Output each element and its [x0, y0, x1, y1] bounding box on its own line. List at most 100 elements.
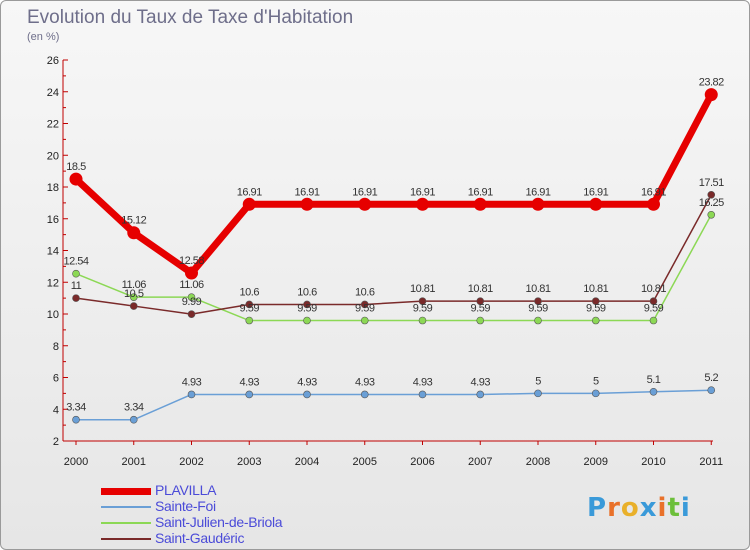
data-point: [476, 297, 485, 305]
data-point: [187, 310, 196, 318]
data-point: [69, 172, 83, 186]
data-label: 4.93: [182, 376, 202, 388]
data-point: [534, 316, 542, 325]
data-label: 5.2: [704, 372, 718, 384]
y-tick-label: 24: [47, 87, 59, 99]
x-tick-label: 2000: [64, 456, 88, 468]
x-tick-label: 2001: [122, 456, 146, 468]
y-tick-label: 26: [47, 55, 59, 67]
y-tick-label: 2: [53, 436, 59, 448]
x-tick-label: 2003: [237, 456, 261, 468]
data-label: 16.91: [410, 186, 435, 198]
data-point: [649, 297, 658, 305]
y-tick-label: 16: [47, 214, 59, 226]
x-tick-label: 2009: [584, 456, 608, 468]
data-label: 15.12: [121, 215, 146, 227]
data-label: 4.93: [240, 376, 260, 388]
data-point: [476, 390, 485, 399]
data-label: 11: [71, 280, 82, 292]
data-point: [127, 226, 141, 240]
data-label: 23.82: [699, 77, 724, 89]
data-point: [245, 316, 254, 325]
data-label: 5.1: [647, 374, 661, 386]
legend-item: Saint-Gaudéric: [101, 530, 361, 547]
chart-title: Evolution du Taux de Taxe d'Habitation: [27, 7, 354, 28]
data-point: [72, 269, 80, 278]
x-tick-label: 2008: [526, 456, 550, 468]
data-label: 4.93: [297, 376, 317, 388]
y-tick-label: 18: [47, 182, 59, 194]
data-point: [647, 197, 660, 211]
legend-swatch: [101, 522, 151, 524]
series-saint-gaud-ric: [72, 190, 716, 318]
data-label: 16.91: [583, 186, 608, 198]
data-point: [591, 297, 600, 305]
data-point: [534, 389, 542, 398]
y-tick-label: 4: [53, 404, 59, 416]
data-label: 11.06: [179, 279, 204, 291]
x-tick-label: 2004: [295, 456, 319, 468]
logo-letter: x: [639, 493, 658, 523]
data-point: [649, 387, 658, 396]
data-label: 16.91: [352, 186, 377, 198]
data-point: [649, 316, 658, 325]
legend-label: Sainte-Foi: [155, 498, 216, 514]
series-saint-julien-de-briola: [72, 210, 716, 325]
logo-letter: i: [657, 493, 668, 523]
legend-label: PLAVILLA: [155, 482, 217, 498]
data-point: [72, 415, 80, 424]
data-label: 5: [535, 375, 541, 387]
data-label: 10.6: [355, 286, 375, 298]
data-label: 16.91: [237, 186, 262, 198]
data-point: [360, 316, 369, 325]
data-label: 10.81: [583, 283, 608, 295]
legend-label: Saint-Gaudéric: [155, 530, 245, 546]
data-label: 16.91: [525, 186, 550, 198]
series-layer: [69, 88, 718, 424]
data-point: [707, 210, 716, 219]
data-label: 9.59: [528, 303, 548, 315]
data-label: 10.81: [525, 283, 550, 295]
x-tick-label: 2006: [410, 456, 434, 468]
data-point: [589, 197, 603, 211]
data-label: 9.59: [297, 303, 317, 315]
data-point: [416, 197, 429, 211]
y-tick-label: 14: [47, 246, 59, 258]
data-point: [418, 316, 427, 325]
legend-swatch: [101, 506, 151, 508]
data-label: 16.91: [468, 186, 493, 198]
data-label: 3.34: [66, 402, 86, 414]
data-label: 9.59: [240, 303, 260, 315]
data-point: [531, 197, 545, 211]
data-label: 10.5: [124, 288, 144, 300]
logo-letter: P: [587, 493, 608, 523]
data-point: [129, 415, 138, 424]
data-label: 16.91: [641, 186, 666, 198]
series-line: [76, 389, 712, 421]
data-point: [303, 390, 311, 399]
y-tick-label: 22: [47, 119, 59, 131]
data-label: 3.34: [124, 402, 144, 414]
data-point: [245, 390, 254, 399]
data-point: [303, 300, 311, 309]
data-point: [187, 293, 196, 301]
legend-swatch: [101, 538, 151, 540]
data-label: 11.06: [122, 279, 147, 291]
data-point: [418, 390, 427, 399]
legend-item: PLAVILLA: [101, 482, 361, 499]
data-point: [707, 190, 716, 199]
series-line: [75, 214, 712, 322]
data-label: 10.81: [468, 283, 493, 295]
data-point: [72, 294, 80, 302]
data-point: [591, 316, 600, 325]
data-point: [534, 297, 542, 305]
data-label: 10.81: [641, 283, 666, 295]
series-line: [75, 194, 712, 315]
data-point: [303, 316, 311, 325]
data-point: [187, 390, 196, 399]
data-point: [360, 300, 369, 309]
data-label: 9.99: [182, 296, 202, 308]
data-label: 16.25: [699, 197, 724, 209]
x-tick-label: 2010: [641, 456, 665, 468]
